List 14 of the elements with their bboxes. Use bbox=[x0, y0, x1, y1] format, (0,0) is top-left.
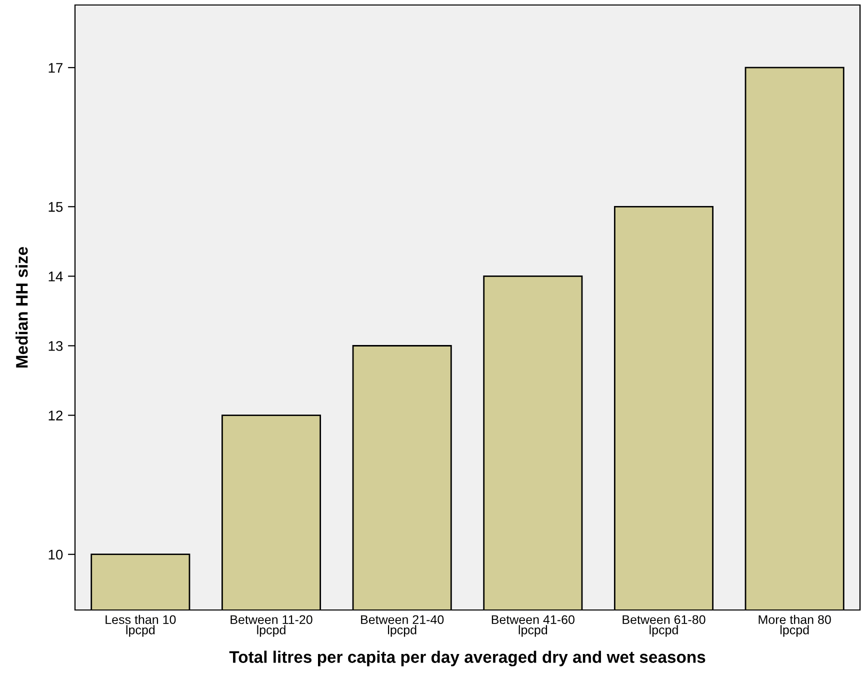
x-axis-title: Total litres per capita per day averaged dry and wet seasons bbox=[229, 650, 706, 666]
y-tick-label: 15 bbox=[48, 202, 63, 212]
y-tick-label: 10 bbox=[48, 550, 63, 560]
x-tick-label: More than 80 lpcpd bbox=[758, 614, 831, 637]
y-tick-label: 12 bbox=[48, 410, 62, 420]
y-tick-label: 14 bbox=[48, 272, 63, 282]
x-tick-label: Less than 10 lpcpd bbox=[106, 614, 176, 637]
x-tick-label: Between 11-20 lpcpd bbox=[230, 615, 312, 637]
y-tick-label: 13 bbox=[48, 341, 63, 351]
x-tick-label: Between 41-60 lpcpd bbox=[492, 615, 574, 637]
y-tick-label: 17 bbox=[48, 63, 62, 73]
x-tick-label: Between 21-40 lpcpd bbox=[361, 615, 444, 637]
x-tick-label: Between 61-80 lpcpd bbox=[622, 615, 706, 637]
y-axis-title: Median HH size bbox=[16, 246, 28, 368]
